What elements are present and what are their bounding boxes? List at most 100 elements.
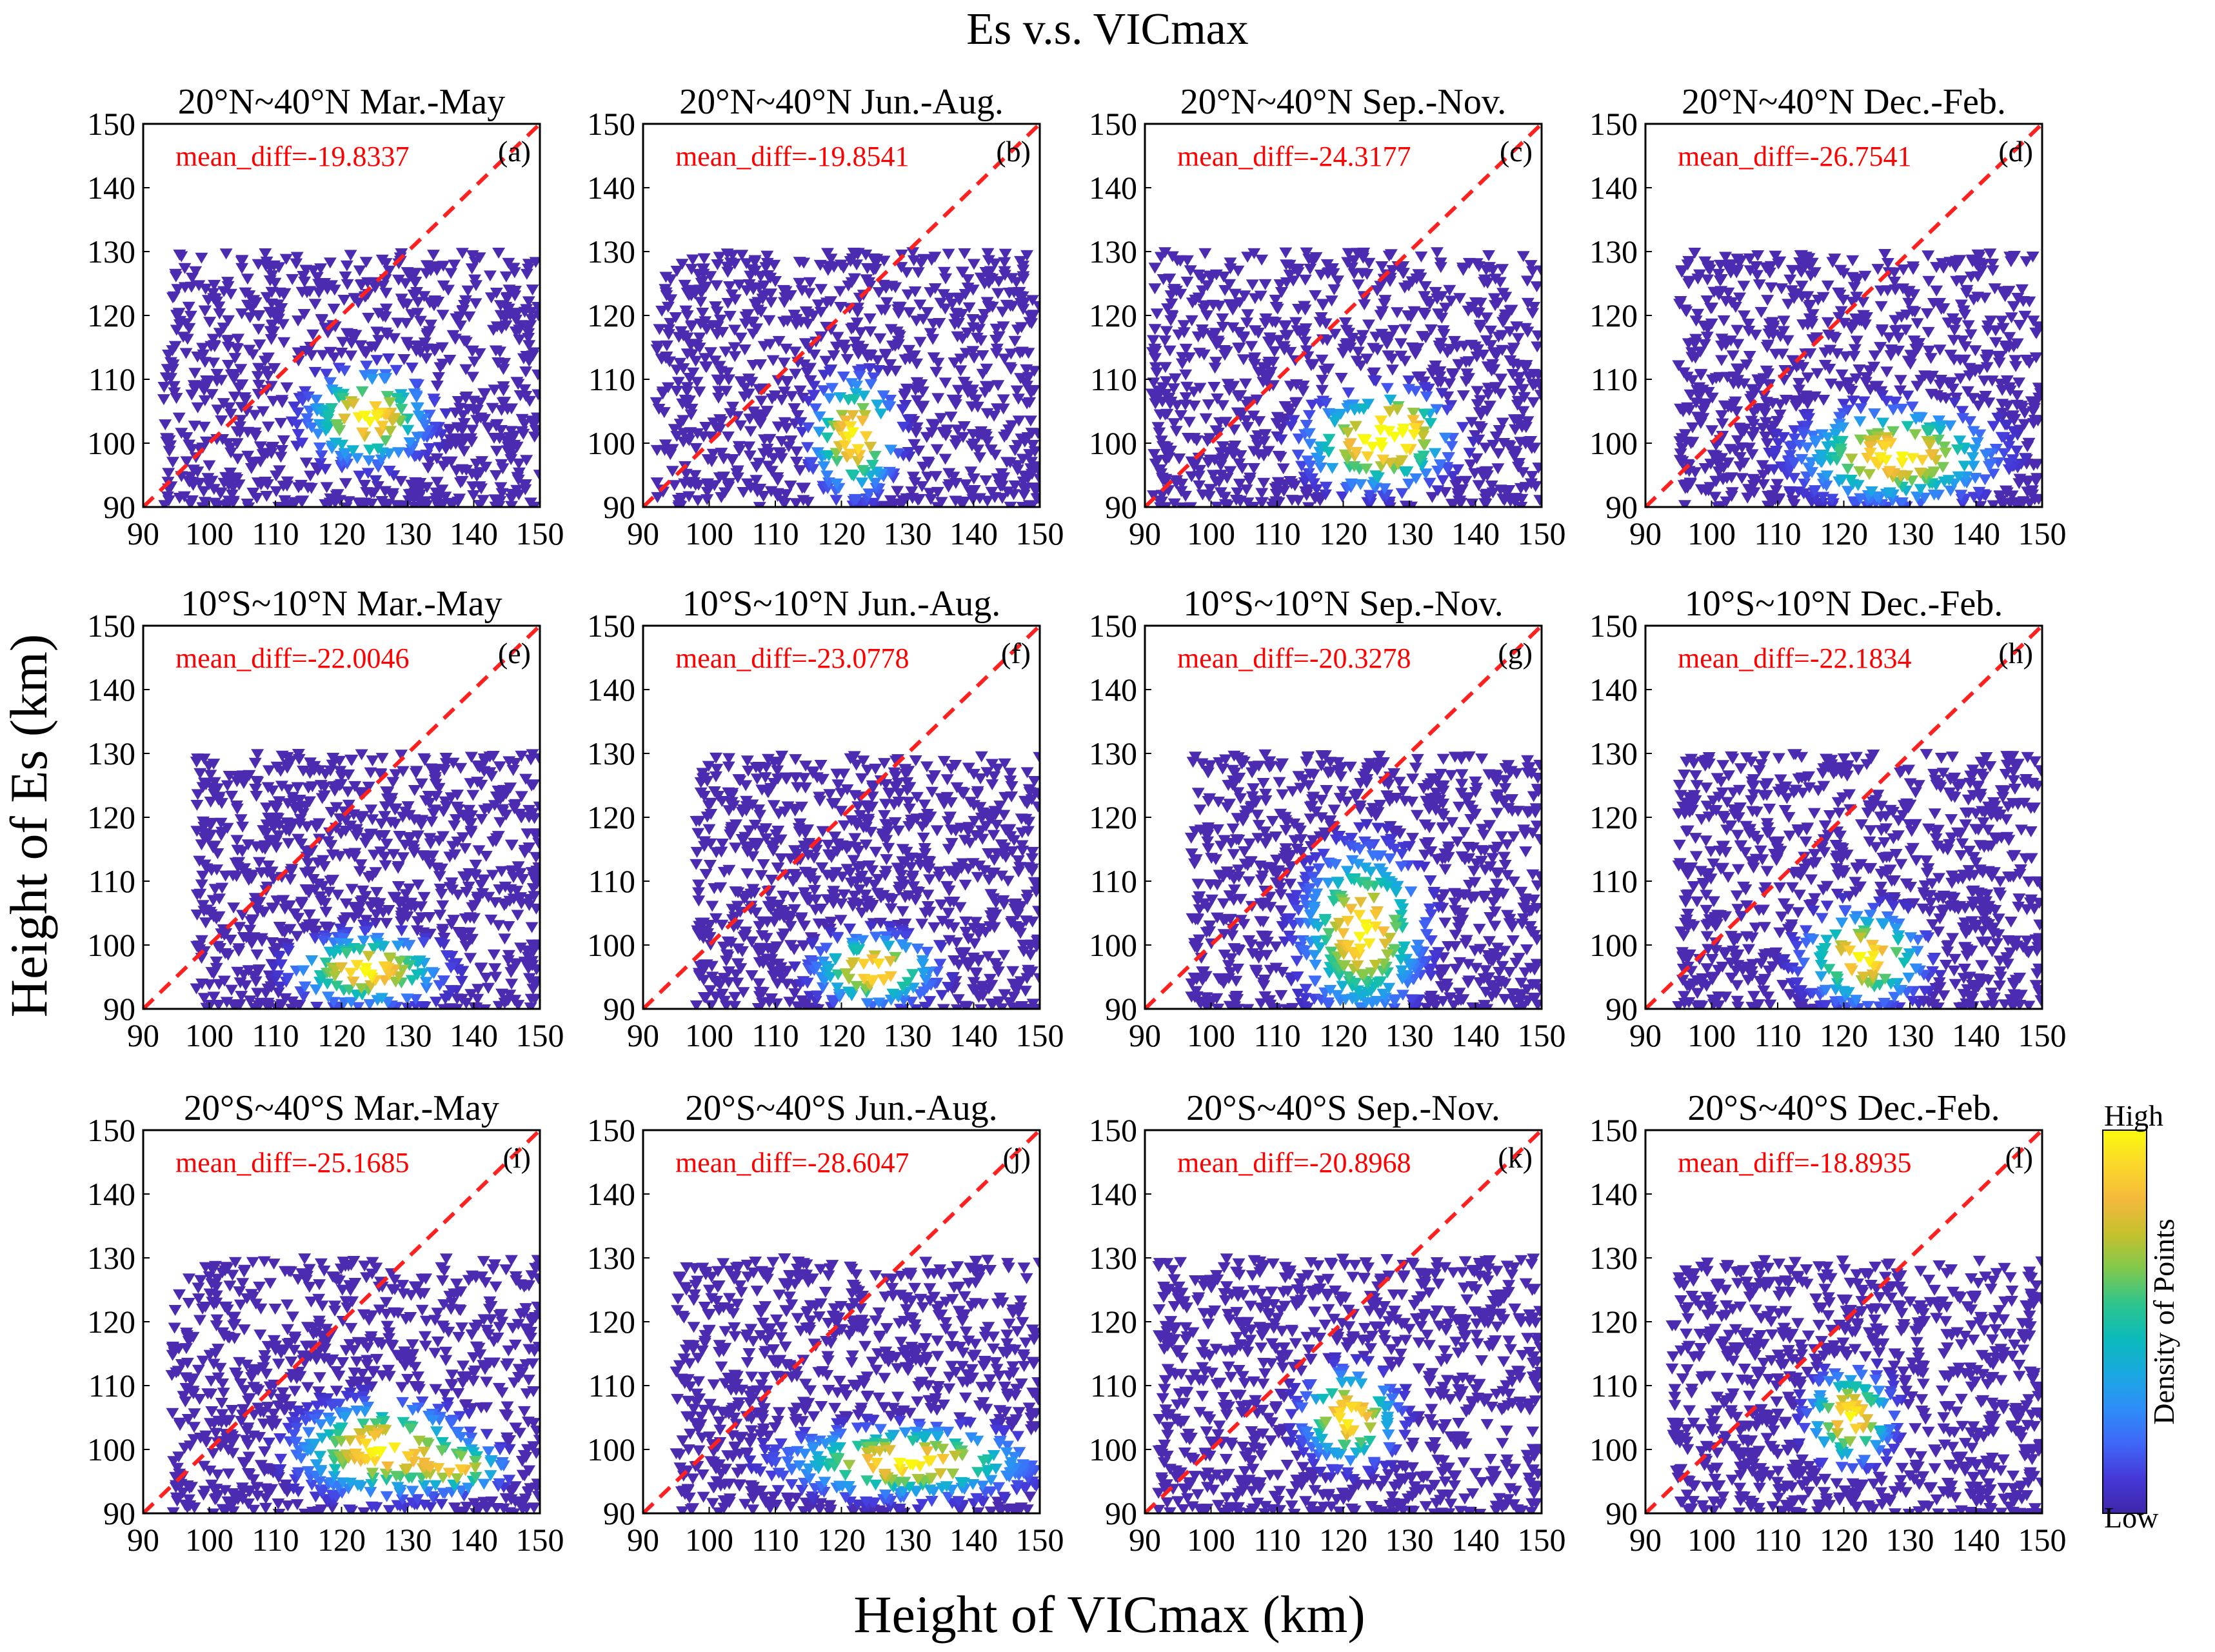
data-point xyxy=(1418,382,1431,393)
data-point xyxy=(985,486,998,498)
data-point xyxy=(344,250,357,261)
data-point xyxy=(1851,275,1864,286)
data-point xyxy=(800,442,814,453)
data-point xyxy=(715,416,728,428)
data-point xyxy=(1492,332,1505,343)
data-point xyxy=(388,819,402,830)
data-point xyxy=(180,432,194,443)
y-tick-label: 110 xyxy=(1591,361,1638,397)
data-point xyxy=(1015,433,1028,445)
data-point xyxy=(486,870,499,881)
data-point xyxy=(778,497,791,507)
data-point xyxy=(1684,477,1697,489)
data-point xyxy=(942,481,955,493)
data-point xyxy=(909,755,922,766)
data-point xyxy=(896,495,909,506)
x-tick-label: 100 xyxy=(1187,515,1235,552)
data-point xyxy=(524,754,537,766)
data-point xyxy=(774,834,788,846)
data-point xyxy=(1419,468,1433,480)
data-point xyxy=(1797,488,1811,500)
data-point xyxy=(1831,348,1844,359)
data-point xyxy=(1756,479,1770,490)
data-point xyxy=(1829,333,1842,344)
data-point xyxy=(1478,277,1491,288)
data-point xyxy=(1786,355,1800,366)
data-point xyxy=(1023,317,1037,328)
data-point xyxy=(260,802,273,814)
data-point xyxy=(375,496,389,507)
data-point xyxy=(1407,408,1420,419)
data-point xyxy=(1354,479,1367,490)
data-point xyxy=(1425,492,1439,503)
data-point xyxy=(359,837,372,849)
data-point xyxy=(459,913,472,924)
data-point xyxy=(1982,397,1996,409)
data-point xyxy=(250,949,264,960)
data-point xyxy=(519,773,533,785)
data-point xyxy=(844,256,857,267)
data-point xyxy=(333,923,347,935)
data-point xyxy=(515,898,528,910)
data-point xyxy=(319,368,333,380)
data-point xyxy=(902,447,915,458)
data-point xyxy=(1998,291,2012,303)
data-point xyxy=(446,841,459,852)
data-point xyxy=(242,875,255,886)
data-point xyxy=(808,349,821,361)
data-point xyxy=(1731,324,1744,336)
data-point xyxy=(677,415,690,426)
data-point xyxy=(347,809,361,821)
data-point xyxy=(762,787,775,799)
data-point xyxy=(316,350,330,361)
data-point xyxy=(806,464,820,475)
data-point xyxy=(1471,386,1484,397)
data-point xyxy=(1416,431,1430,442)
data-point xyxy=(522,900,536,911)
data-point xyxy=(188,368,202,379)
data-point xyxy=(1493,425,1506,436)
data-point xyxy=(664,317,677,329)
data-point xyxy=(259,477,272,488)
data-point xyxy=(335,771,348,782)
data-point xyxy=(746,317,760,328)
data-point xyxy=(762,447,775,459)
data-point xyxy=(1742,319,1755,330)
data-point xyxy=(1347,461,1361,472)
data-point xyxy=(364,767,377,779)
data-point xyxy=(184,310,197,322)
data-point xyxy=(1275,434,1288,446)
data-point xyxy=(323,922,336,933)
data-point xyxy=(528,432,540,443)
data-point xyxy=(715,448,728,459)
data-point xyxy=(288,401,301,413)
data-point xyxy=(880,366,894,377)
data-point xyxy=(715,846,728,858)
data-point xyxy=(915,403,929,415)
data-point xyxy=(775,394,788,406)
data-point xyxy=(720,367,734,379)
data-point xyxy=(840,353,854,365)
y-tick-label: 100 xyxy=(87,927,135,963)
y-tick-label: 120 xyxy=(587,297,635,333)
data-point xyxy=(764,297,778,308)
data-point xyxy=(1991,412,2005,424)
data-point xyxy=(768,390,782,402)
data-point xyxy=(1820,481,1833,492)
data-point xyxy=(754,359,767,370)
data-point xyxy=(230,474,244,485)
data-point xyxy=(304,483,318,494)
data-point xyxy=(2018,453,2032,464)
data-point xyxy=(297,271,310,282)
data-point xyxy=(872,287,886,299)
data-point xyxy=(490,470,502,481)
data-point xyxy=(975,315,989,326)
data-point xyxy=(2011,292,2025,304)
data-point xyxy=(954,353,968,365)
data-point xyxy=(1237,333,1250,344)
data-point xyxy=(191,402,204,413)
x-tick-label: 90 xyxy=(127,515,159,552)
data-point xyxy=(275,445,288,456)
data-point xyxy=(290,252,304,263)
data-point xyxy=(1683,404,1696,416)
